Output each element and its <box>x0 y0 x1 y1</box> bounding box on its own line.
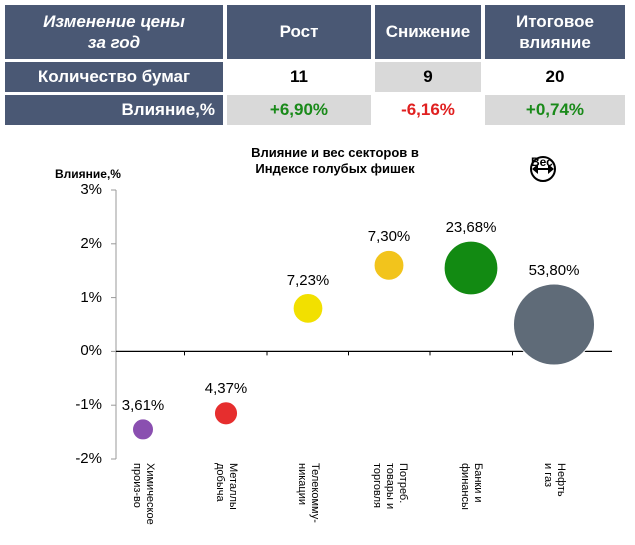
chart-plot <box>111 189 612 460</box>
x-category-label-line: торговля <box>370 463 383 509</box>
summary-table: Изменение цены за год Рост Снижение Итог… <box>5 5 625 125</box>
x-category-label-line: Нефть <box>555 463 567 497</box>
header-total: Итоговое влияние <box>485 5 625 59</box>
y-tick-label: 2% <box>80 234 102 252</box>
y-tick-label: 3% <box>80 181 102 198</box>
x-category-label-line: добыча <box>214 463 226 502</box>
x-category-label-line: Телекомму- <box>309 463 321 523</box>
x-category-label-line: Потреб. <box>396 463 409 504</box>
x-category-label-line: товары и <box>383 463 396 510</box>
x-category-label: Нефть и газ <box>541 463 567 497</box>
table-title: Изменение цены за год <box>5 5 223 59</box>
count-growth: 11 <box>227 62 371 92</box>
bubble <box>443 240 499 296</box>
x-category-label: Металлы добыча <box>213 463 239 510</box>
row-impact-label: Влияние,% <box>5 95 223 125</box>
header-total-line1: Итоговое <box>515 12 594 31</box>
x-category-label: Химическое произ-во <box>130 463 156 525</box>
x-category-label-line: никации <box>296 463 308 505</box>
bubble-weight-label: 7,23% <box>286 271 330 289</box>
impact-growth: +6,90% <box>227 95 371 125</box>
bubble-weight-label: 3,61% <box>121 396 165 414</box>
count-total: 20 <box>485 62 625 92</box>
y-axis-title: Влияние,% <box>55 167 121 181</box>
chart-title-line1: Влияние и вес секторов в <box>251 145 419 160</box>
impact-total: +0,74% <box>485 95 625 125</box>
chart-title: Влияние и вес секторов в Индексе голубых… <box>210 145 460 177</box>
bubble <box>373 249 405 281</box>
table-title-line2: за год <box>87 33 141 52</box>
x-category-label-line: финансы <box>459 463 471 510</box>
x-category-label: Банки и финансы <box>458 463 484 510</box>
impact-decline: -6,16% <box>375 95 481 125</box>
header-growth: Рост <box>227 5 371 59</box>
x-category-label-line: Металлы <box>227 463 239 510</box>
x-category-label-line: произ-во <box>131 463 143 508</box>
y-tick-label: 0% <box>80 342 102 360</box>
x-category-label-line: Банки и <box>472 463 484 503</box>
bubble <box>512 283 596 366</box>
y-tick-label: -2% <box>75 450 102 467</box>
x-category-label: Потреб. товары и торговля <box>370 463 409 509</box>
bubble <box>213 401 239 426</box>
header-decline: Снижение <box>375 5 481 59</box>
x-category-label-line: Химическое <box>144 463 156 525</box>
chart-legend: Вес <box>528 155 556 182</box>
x-category-label-line: и газ <box>542 463 554 488</box>
double-arrow-icon <box>530 156 556 182</box>
y-tick-label: -1% <box>75 396 102 414</box>
bubble-weight-label: 4,37% <box>204 379 248 397</box>
chart-title-line2: Индексе голубых фишек <box>255 161 415 176</box>
row-count-label: Количество бумаг <box>5 62 223 92</box>
bubble <box>132 418 154 441</box>
y-tick-label: 1% <box>80 288 102 306</box>
count-decline: 9 <box>375 62 481 92</box>
bubble <box>292 293 324 324</box>
bubble-weight-label: 53,80% <box>528 261 580 279</box>
x-category-label: Телекомму-никации <box>295 463 321 523</box>
header-total-line2: влияние <box>519 33 591 52</box>
bubble-weight-label: 7,30% <box>367 228 411 246</box>
bubble-chart: Влияние и вес секторов в Индексе голубых… <box>0 135 635 545</box>
bubble-weight-label: 23,68% <box>445 219 497 237</box>
table-title-line1: Изменение цены <box>43 12 185 31</box>
